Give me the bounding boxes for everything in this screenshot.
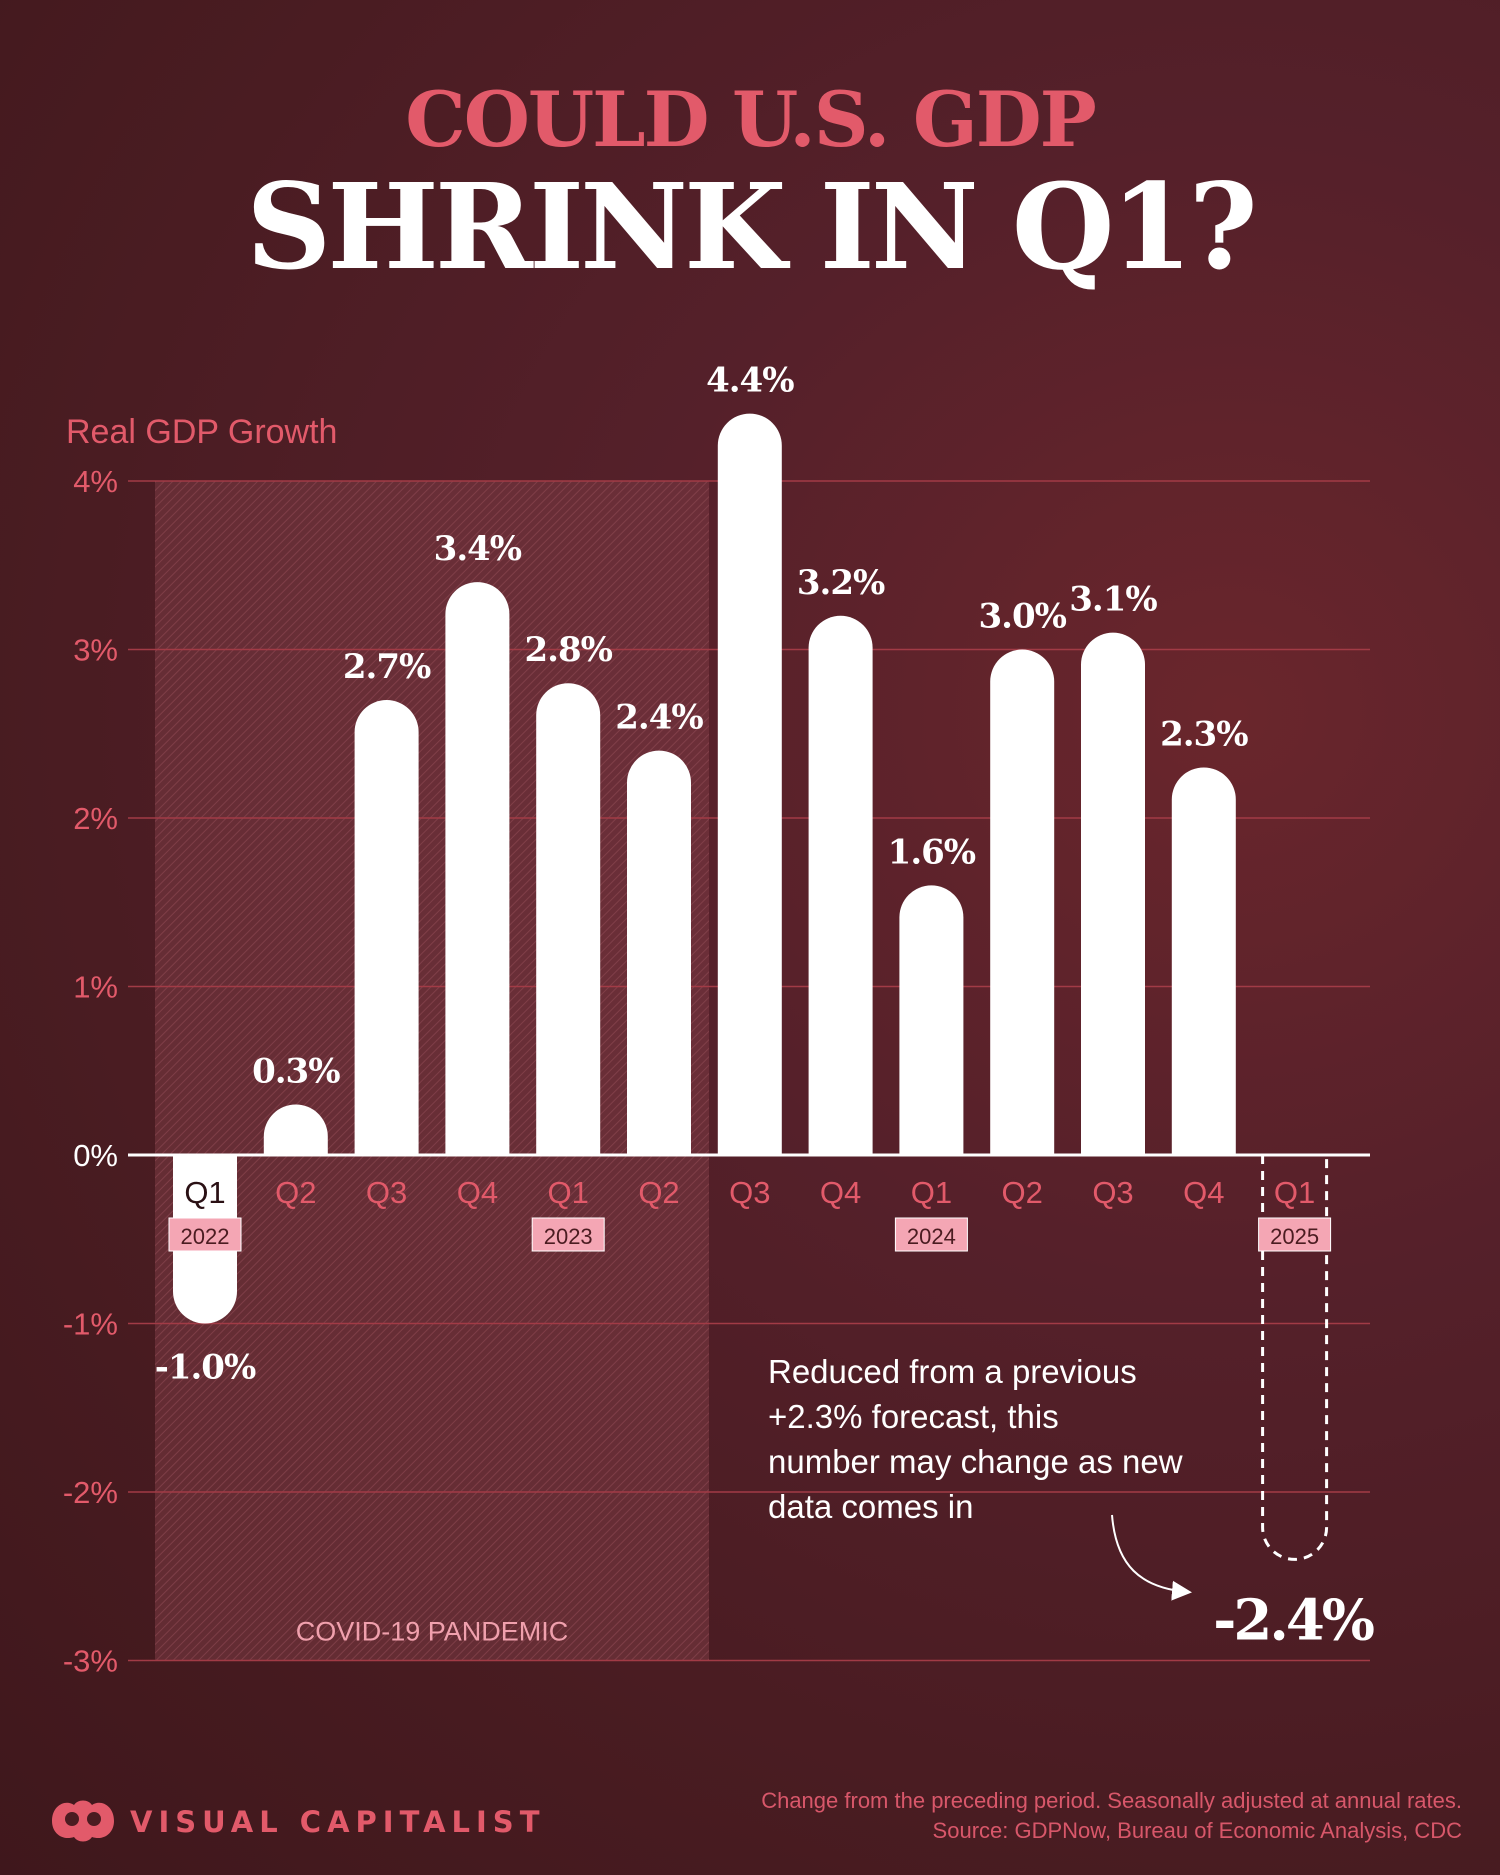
x-tick-label: Q4 <box>1183 1175 1224 1210</box>
year-badge-label: 2024 <box>907 1224 956 1249</box>
covid-region-label: COVID-19 PANDEMIC <box>296 1616 569 1646</box>
y-tick-label: -2% <box>63 1475 118 1510</box>
year-badge <box>168 1217 242 1252</box>
x-tick-label: Q1 <box>1274 1175 1315 1210</box>
x-tick-label: Q3 <box>366 1175 407 1210</box>
y-tick-label: 2% <box>73 801 118 836</box>
value-label: -1.0% <box>155 1348 256 1388</box>
brand-name: VISUAL CAPITALIST <box>130 1805 546 1839</box>
bar <box>354 700 419 1155</box>
bar <box>263 1104 328 1155</box>
methodology-note: Change from the preceding period. Season… <box>761 1788 1462 1813</box>
y-tick-label: 3% <box>73 633 118 668</box>
x-tick-label: Q1 <box>911 1175 952 1210</box>
year-badge-label: 2023 <box>544 1224 593 1249</box>
x-tick-label: Q1 <box>184 1175 225 1210</box>
year-badge-label: 2022 <box>181 1224 230 1249</box>
x-tick-label: Q4 <box>820 1175 861 1210</box>
gridlines-layer: 4% 3% 2% 1% -1% -2% -3% Real GDP Growth 0% <box>63 413 1370 1679</box>
labels-layer: Q1 2022 Q2 Q3 Q4 Q1 2023 Q2 Q3 Q4 Q1 2024 Q2 Q3 Q4 Q1 20… <box>155 361 1377 1654</box>
value-label: -2.4% <box>1213 1587 1374 1653</box>
y-tick-label: 1% <box>73 970 118 1005</box>
x-tick-label: Q2 <box>638 1175 679 1210</box>
forecast-bar <box>1261 1153 1329 1561</box>
footer-notes: Change from the preceding period. Season… <box>761 1786 1462 1846</box>
y-tick-label: -1% <box>63 1307 118 1342</box>
source-note: Source: GDPNow, Bureau of Economic Analy… <box>932 1818 1462 1843</box>
bar <box>445 582 510 1155</box>
value-label: 2.4% <box>615 698 703 738</box>
bars-layer <box>173 413 1329 1561</box>
value-label: 2.3% <box>1160 714 1248 754</box>
year-badge <box>531 1217 605 1252</box>
value-label: 2.7% <box>343 647 431 687</box>
covid-region-layer: COVID-19 PANDEMIC <box>155 481 709 1661</box>
title-line-2: SHRINK IN Q1? <box>246 157 1258 296</box>
x-tick-label: Q2 <box>1002 1175 1043 1210</box>
bar <box>536 683 601 1155</box>
bar <box>808 615 873 1155</box>
value-label: 1.6% <box>888 832 976 872</box>
x-tick-label: Q1 <box>548 1175 589 1210</box>
x-tick-label: Q3 <box>729 1175 770 1210</box>
x-tick-label: Q2 <box>275 1175 316 1210</box>
bar <box>627 750 691 1155</box>
bar <box>899 885 964 1155</box>
bar <box>1171 767 1236 1155</box>
y-tick-label: 0% <box>73 1138 118 1173</box>
value-label: 3.2% <box>797 563 885 603</box>
value-label: 3.4% <box>434 529 522 569</box>
value-label: 4.4% <box>706 361 794 401</box>
annotation-arrow <box>1111 1514 1192 1601</box>
value-label: 3.0% <box>978 597 1066 637</box>
title-line-1: COULD U.S. GDP <box>405 75 1097 164</box>
visual-capitalist-logo-icon <box>52 1800 114 1842</box>
year-badge <box>1258 1217 1332 1252</box>
annotation-text: Reduced from a previous +2.3% forecast, t… <box>768 1353 1183 1525</box>
y-tick-label: 4% <box>73 464 118 499</box>
value-label: 0.3% <box>252 1051 340 1091</box>
x-tick-label: Q3 <box>1092 1175 1133 1210</box>
y-tick-label: -3% <box>63 1644 118 1679</box>
value-label: 3.1% <box>1069 580 1157 620</box>
covid-shaded-region <box>155 481 709 1661</box>
value-label: 2.8% <box>524 630 612 670</box>
bar <box>990 649 1055 1155</box>
y-axis-title: Real GDP Growth <box>66 413 337 451</box>
year-badge <box>894 1217 968 1252</box>
bar <box>717 413 782 1156</box>
x-tick-label: Q4 <box>457 1175 498 1210</box>
bar <box>1081 632 1145 1155</box>
year-badge-label: 2025 <box>1270 1224 1319 1249</box>
